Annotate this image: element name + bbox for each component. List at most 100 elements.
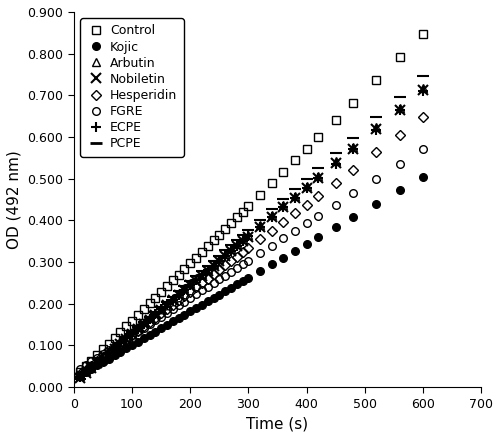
PCPE bbox=[234, 237, 240, 243]
Nobiletin bbox=[350, 146, 356, 152]
Nobiletin bbox=[204, 268, 210, 273]
Control bbox=[112, 335, 117, 340]
FGRE bbox=[124, 336, 130, 342]
Hesperidin bbox=[222, 263, 228, 268]
FGRE bbox=[106, 347, 112, 353]
Arbutin bbox=[268, 212, 274, 218]
Hesperidin bbox=[158, 311, 164, 316]
FGRE bbox=[246, 258, 252, 263]
Nobiletin bbox=[106, 351, 112, 356]
Kojic bbox=[76, 373, 82, 378]
Hesperidin bbox=[82, 367, 88, 373]
Hesperidin bbox=[176, 298, 182, 303]
Kojic bbox=[396, 187, 402, 193]
Hesperidin bbox=[164, 307, 170, 312]
Nobiletin bbox=[124, 336, 130, 342]
PCPE bbox=[350, 135, 356, 140]
FGRE bbox=[222, 273, 228, 278]
FGRE bbox=[420, 146, 426, 151]
FGRE bbox=[158, 314, 164, 319]
Kojic bbox=[124, 346, 130, 351]
PCPE bbox=[140, 320, 146, 325]
ECPE bbox=[140, 321, 146, 326]
Nobiletin bbox=[135, 327, 141, 332]
Kojic bbox=[246, 275, 252, 280]
Nobiletin bbox=[304, 185, 310, 191]
ECPE bbox=[280, 205, 286, 210]
ECPE bbox=[182, 287, 188, 293]
Nobiletin bbox=[396, 107, 402, 113]
ECPE bbox=[158, 307, 164, 312]
Control bbox=[199, 249, 205, 254]
Hesperidin bbox=[199, 280, 205, 286]
PCPE bbox=[292, 186, 298, 191]
PCPE bbox=[88, 366, 94, 371]
ECPE bbox=[374, 127, 380, 132]
Control bbox=[88, 358, 94, 364]
Control bbox=[158, 290, 164, 295]
Kojic bbox=[210, 295, 216, 300]
Arbutin bbox=[332, 159, 338, 164]
Hesperidin bbox=[228, 258, 234, 264]
X-axis label: Time (s): Time (s) bbox=[246, 416, 308, 431]
Nobiletin bbox=[240, 239, 246, 244]
PCPE bbox=[176, 289, 182, 294]
ECPE bbox=[135, 326, 141, 331]
ECPE bbox=[332, 161, 338, 166]
Kojic bbox=[240, 279, 246, 284]
PCPE bbox=[304, 176, 310, 181]
Arbutin bbox=[182, 286, 188, 291]
Arbutin bbox=[234, 242, 240, 247]
Hesperidin bbox=[350, 167, 356, 172]
FGRE bbox=[292, 228, 298, 233]
Hesperidin bbox=[118, 341, 124, 346]
Hesperidin bbox=[152, 315, 158, 320]
Nobiletin bbox=[182, 288, 188, 293]
Control bbox=[280, 169, 286, 174]
Arbutin bbox=[82, 368, 88, 374]
FGRE bbox=[100, 351, 106, 357]
FGRE bbox=[268, 243, 274, 248]
Arbutin bbox=[420, 85, 426, 91]
Arbutin bbox=[106, 349, 112, 354]
Nobiletin bbox=[292, 195, 298, 200]
Arbutin bbox=[176, 290, 182, 296]
Control bbox=[292, 158, 298, 163]
FGRE bbox=[234, 265, 240, 271]
Arbutin bbox=[152, 310, 158, 315]
PCPE bbox=[124, 335, 130, 340]
FGRE bbox=[88, 359, 94, 364]
ECPE bbox=[176, 292, 182, 297]
Arbutin bbox=[246, 232, 252, 237]
Kojic bbox=[170, 319, 176, 324]
Kojic bbox=[100, 359, 106, 364]
Kojic bbox=[257, 268, 263, 274]
Control bbox=[396, 54, 402, 60]
Control bbox=[222, 226, 228, 232]
Nobiletin bbox=[118, 341, 124, 346]
Hesperidin bbox=[315, 193, 321, 198]
FGRE bbox=[332, 202, 338, 207]
Nobiletin bbox=[146, 317, 152, 322]
Control bbox=[268, 180, 274, 186]
Kojic bbox=[420, 174, 426, 179]
Arbutin bbox=[228, 247, 234, 252]
Control bbox=[350, 100, 356, 106]
Kojic bbox=[164, 322, 170, 328]
Arbutin bbox=[164, 300, 170, 305]
Hesperidin bbox=[268, 228, 274, 233]
Arbutin bbox=[210, 261, 216, 266]
Nobiletin bbox=[88, 366, 94, 371]
Hesperidin bbox=[182, 293, 188, 299]
ECPE bbox=[222, 253, 228, 258]
PCPE bbox=[228, 243, 234, 248]
FGRE bbox=[170, 307, 176, 312]
FGRE bbox=[140, 325, 146, 330]
Hesperidin bbox=[94, 359, 100, 364]
Arbutin bbox=[304, 183, 310, 188]
PCPE bbox=[82, 371, 88, 376]
Hesperidin bbox=[292, 211, 298, 216]
ECPE bbox=[240, 239, 246, 244]
Hesperidin bbox=[88, 363, 94, 368]
Kojic bbox=[187, 309, 193, 314]
